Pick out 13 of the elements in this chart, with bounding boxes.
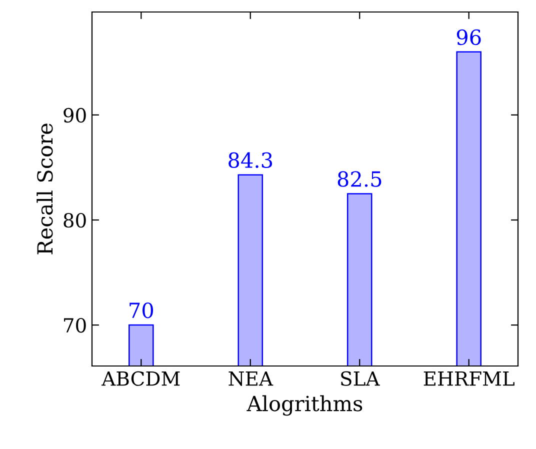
data-label: 96	[456, 29, 481, 46]
data-label: 70	[130, 302, 154, 318]
y-axis-title: Recall Score	[36, 124, 53, 254]
data-label: 82.5	[338, 171, 382, 187]
y-tick-label: 80	[64, 212, 86, 228]
x-tick-label: EHRFML	[424, 371, 514, 386]
x-tick-label: ABCDM	[102, 371, 180, 386]
x-axis-title: Alogrithms	[246, 395, 362, 416]
data-label: 84.3	[228, 152, 272, 168]
y-tick-label: 70	[64, 318, 86, 333]
y-tick-label: 90	[64, 108, 86, 123]
x-tick-label: NEA	[228, 371, 274, 386]
x-tick-label: SLA	[341, 371, 380, 386]
